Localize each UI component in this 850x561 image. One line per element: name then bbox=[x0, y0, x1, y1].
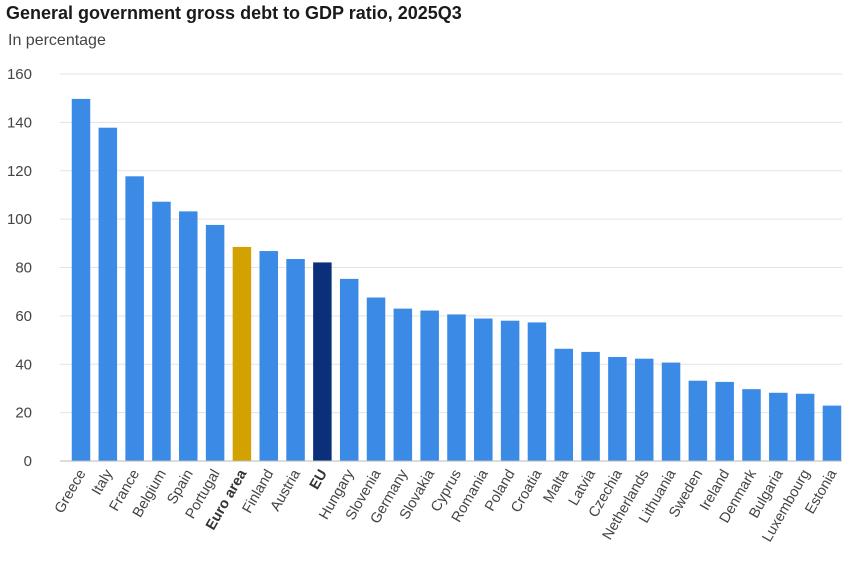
bar-france[interactable] bbox=[125, 176, 144, 461]
bar-denmark[interactable] bbox=[742, 389, 761, 461]
bar-austria[interactable] bbox=[286, 259, 305, 461]
y-tick-label: 0 bbox=[24, 453, 32, 470]
bar-germany[interactable] bbox=[393, 308, 413, 461]
y-axis: 0 20 40 60 80 100 120 140 160 bbox=[7, 66, 32, 470]
bar-italy[interactable] bbox=[98, 127, 118, 461]
bar-portugal[interactable] bbox=[205, 224, 225, 461]
x-tick-label: EU bbox=[307, 467, 331, 492]
bar-euro-area[interactable] bbox=[232, 246, 252, 461]
y-tick-label: 80 bbox=[15, 260, 32, 277]
bar-finland[interactable] bbox=[259, 251, 278, 461]
bar-cyprus[interactable] bbox=[447, 314, 466, 461]
bar-sweden[interactable] bbox=[688, 380, 708, 461]
bar-slovenia[interactable] bbox=[366, 297, 386, 461]
x-axis: Greece ItalyFranceBelgiumSpainPortugalEur… bbox=[52, 466, 841, 545]
bar-romania[interactable] bbox=[474, 318, 493, 461]
bar-malta[interactable] bbox=[554, 348, 574, 461]
bar-bulgaria[interactable] bbox=[769, 392, 788, 461]
bar-belgium[interactable] bbox=[152, 201, 171, 461]
bar-luxembourg[interactable] bbox=[795, 393, 815, 461]
chart-subtitle: In percentage bbox=[8, 32, 106, 49]
bar-lithuania[interactable] bbox=[661, 362, 681, 461]
y-tick-label: 100 bbox=[7, 211, 32, 228]
bar-ireland[interactable] bbox=[715, 381, 734, 461]
bar-poland[interactable] bbox=[500, 320, 520, 461]
x-tick-label: Italy bbox=[89, 466, 117, 498]
bar-eu[interactable] bbox=[313, 262, 332, 461]
chart-title: General government gross debt to GDP rat… bbox=[6, 3, 462, 23]
y-tick-label: 40 bbox=[15, 356, 32, 373]
bar-slovakia[interactable] bbox=[420, 310, 439, 461]
bar-netherlands[interactable] bbox=[634, 358, 654, 461]
y-tick-label: 20 bbox=[15, 405, 32, 422]
bar-estonia[interactable] bbox=[822, 405, 842, 461]
y-tick-label: 160 bbox=[7, 66, 32, 83]
bar-spain[interactable] bbox=[179, 211, 198, 461]
x-tick-label: Greece bbox=[52, 467, 90, 516]
bar-greece[interactable] bbox=[71, 98, 91, 461]
bar-latvia[interactable] bbox=[581, 351, 600, 461]
bar-czechia[interactable] bbox=[608, 356, 627, 461]
bar-hungary[interactable] bbox=[339, 278, 359, 461]
bars bbox=[71, 98, 842, 461]
bar-croatia[interactable] bbox=[527, 322, 547, 461]
y-tick-label: 120 bbox=[7, 163, 32, 180]
y-tick-label: 60 bbox=[15, 308, 32, 325]
y-tick-label: 140 bbox=[7, 114, 32, 131]
